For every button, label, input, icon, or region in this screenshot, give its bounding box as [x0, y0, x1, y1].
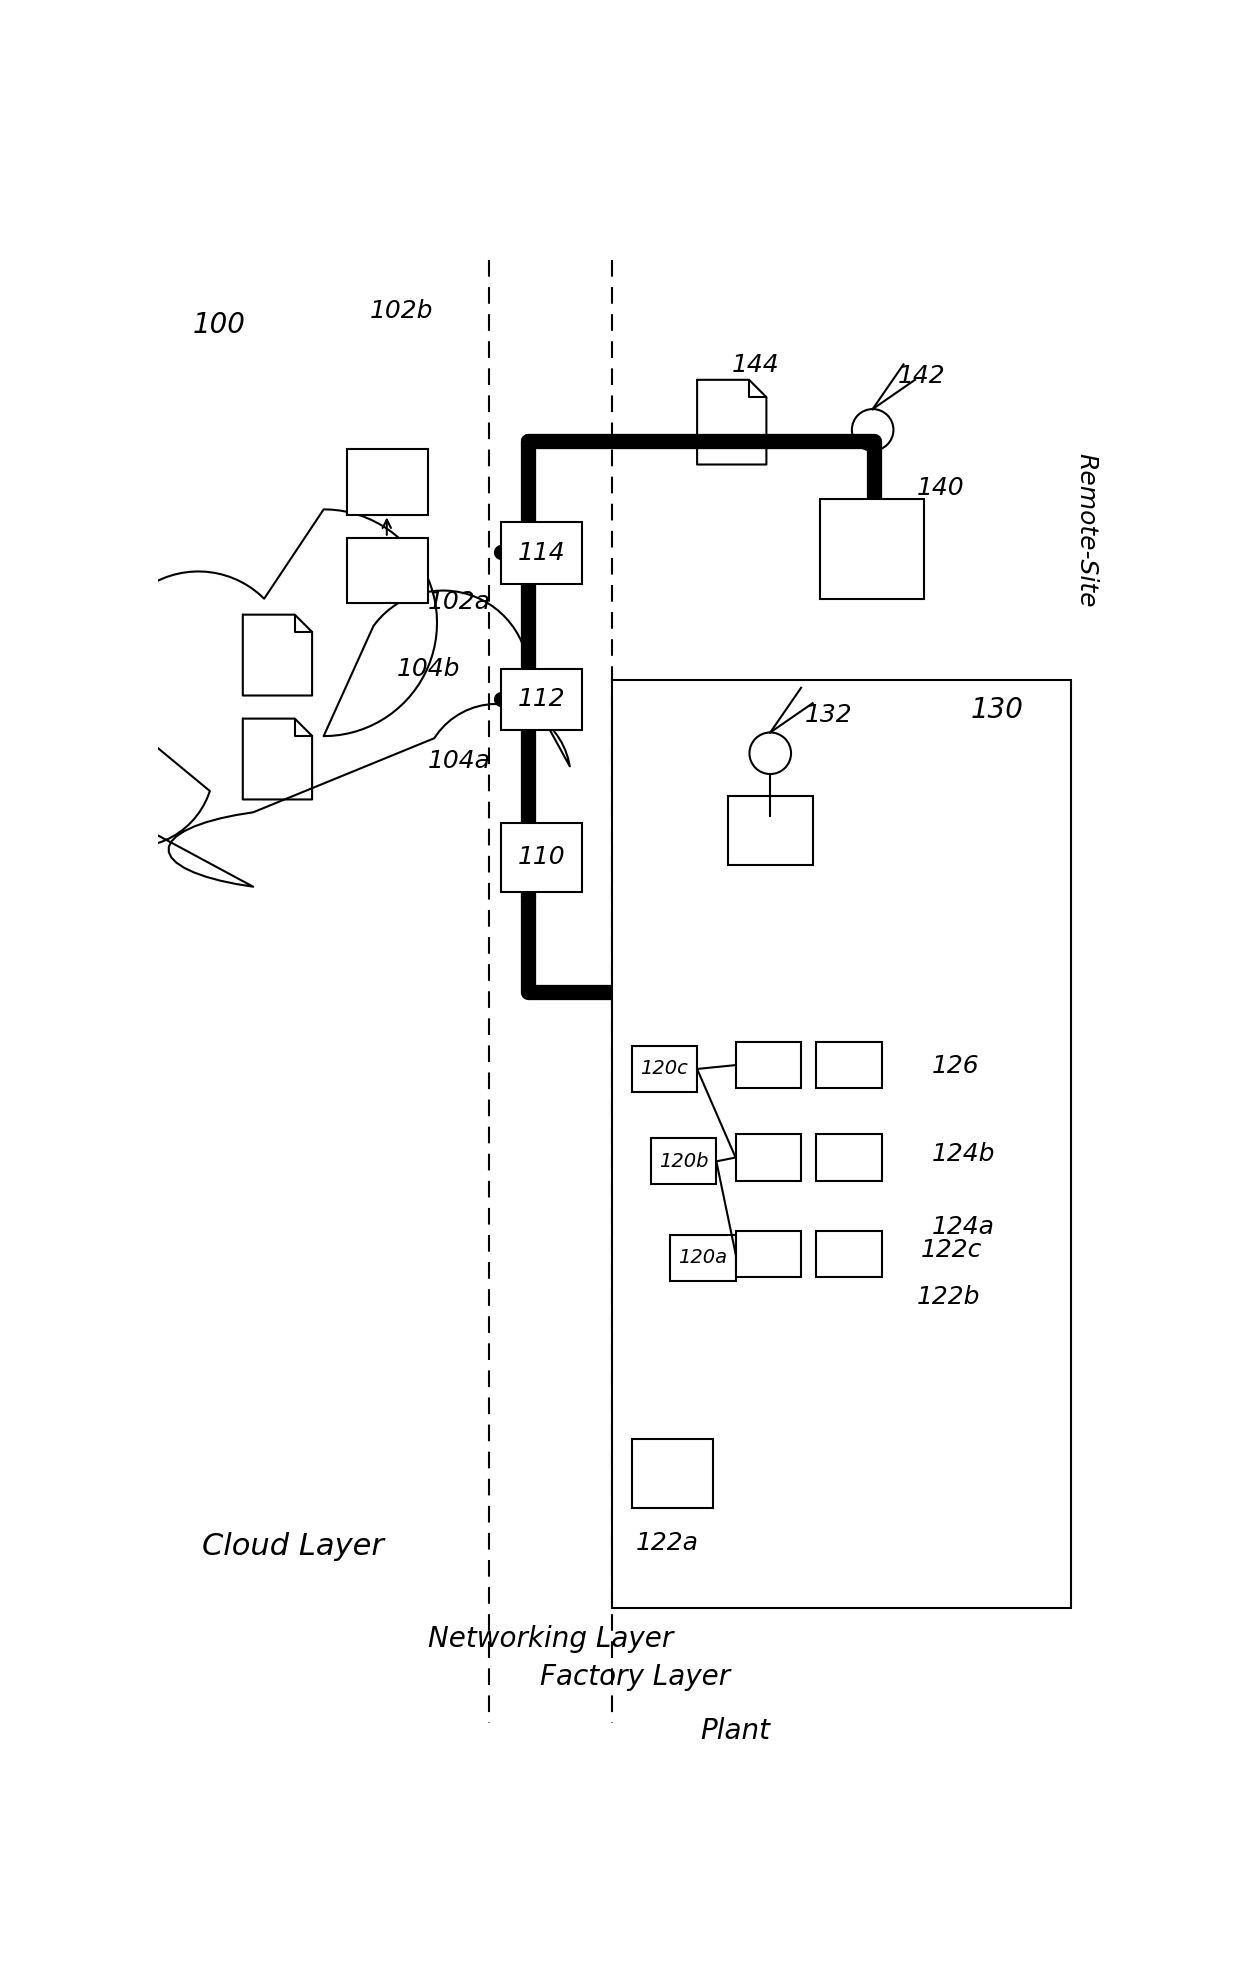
Bar: [821, 498, 924, 599]
Bar: [651, 1137, 717, 1185]
Text: Factory Layer: Factory Layer: [541, 1663, 730, 1691]
Bar: [501, 669, 582, 730]
Bar: [735, 1135, 801, 1181]
Text: 130: 130: [971, 696, 1023, 724]
Text: 122a: 122a: [635, 1531, 698, 1555]
Bar: [347, 538, 428, 603]
Bar: [613, 680, 1070, 1608]
Text: Networking Layer: Networking Layer: [428, 1624, 673, 1654]
Text: 126: 126: [932, 1054, 980, 1078]
Bar: [816, 1230, 882, 1278]
Bar: [735, 1042, 801, 1088]
Text: 122b: 122b: [916, 1284, 980, 1309]
Text: 102a: 102a: [428, 589, 491, 613]
Text: 120b: 120b: [658, 1151, 708, 1171]
Text: Cloud Layer: Cloud Layer: [202, 1531, 384, 1561]
Text: 120c: 120c: [640, 1060, 688, 1078]
Bar: [501, 522, 582, 584]
Bar: [631, 1046, 697, 1092]
Text: 114: 114: [517, 542, 565, 566]
Text: 124b: 124b: [932, 1141, 996, 1167]
Bar: [347, 449, 428, 514]
Bar: [631, 1438, 713, 1507]
Text: 104a: 104a: [428, 750, 491, 773]
Text: 104b: 104b: [397, 657, 460, 680]
Text: Plant: Plant: [701, 1717, 770, 1745]
Text: 100: 100: [192, 311, 246, 338]
Text: 124a: 124a: [932, 1214, 994, 1240]
Text: 144: 144: [732, 352, 780, 378]
Text: 120a: 120a: [678, 1248, 728, 1268]
Text: 132: 132: [805, 704, 853, 728]
Bar: [670, 1234, 735, 1280]
Bar: [501, 823, 582, 892]
Text: 112: 112: [517, 688, 565, 712]
Bar: [735, 1230, 801, 1278]
Text: 142: 142: [898, 364, 945, 388]
Bar: [816, 1042, 882, 1088]
Text: 122c: 122c: [920, 1238, 982, 1262]
Text: Remote-Site: Remote-Site: [1074, 453, 1097, 607]
Text: 110: 110: [517, 845, 565, 868]
Text: 102b: 102b: [370, 299, 433, 322]
Bar: [816, 1135, 882, 1181]
Bar: [728, 795, 812, 864]
Text: 140: 140: [916, 477, 965, 500]
